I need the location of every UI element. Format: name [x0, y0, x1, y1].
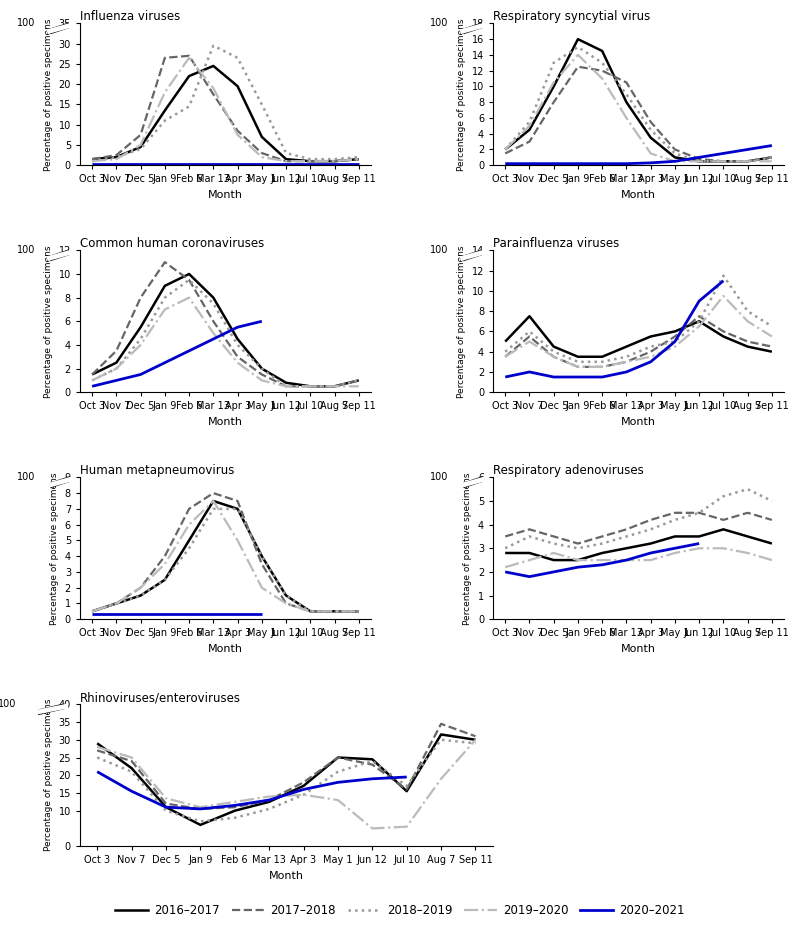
Text: 100: 100: [430, 19, 448, 28]
Text: 100: 100: [17, 245, 35, 255]
X-axis label: Month: Month: [208, 190, 243, 200]
Text: Common human coronaviruses: Common human coronaviruses: [80, 237, 264, 251]
Y-axis label: Percentage of positive specimens: Percentage of positive specimens: [457, 245, 466, 397]
Text: Parainfluenza viruses: Parainfluenza viruses: [493, 237, 619, 251]
Text: Rhinoviruses/enteroviruses: Rhinoviruses/enteroviruses: [80, 691, 241, 704]
X-axis label: Month: Month: [621, 190, 656, 200]
Text: Human metapneumovirus: Human metapneumovirus: [80, 465, 234, 478]
Text: 100: 100: [0, 699, 16, 710]
Y-axis label: Percentage of positive specimens: Percentage of positive specimens: [44, 699, 53, 852]
Y-axis label: Percentage of positive specimens: Percentage of positive specimens: [457, 18, 466, 170]
Text: Respiratory adenoviruses: Respiratory adenoviruses: [493, 465, 644, 478]
Text: Influenza viruses: Influenza viruses: [80, 10, 180, 23]
Text: 100: 100: [430, 245, 448, 255]
Text: 100: 100: [430, 472, 448, 482]
Y-axis label: Percentage of positive specimens: Percentage of positive specimens: [463, 472, 472, 625]
X-axis label: Month: Month: [208, 417, 243, 426]
Text: 100: 100: [17, 472, 35, 482]
Y-axis label: Percentage of positive specimens: Percentage of positive specimens: [44, 18, 53, 170]
Y-axis label: Percentage of positive specimens: Percentage of positive specimens: [44, 245, 53, 397]
Text: Respiratory syncytial virus: Respiratory syncytial virus: [493, 10, 650, 23]
X-axis label: Month: Month: [208, 644, 243, 654]
X-axis label: Month: Month: [269, 870, 304, 881]
Legend: 2016–2017, 2017–2018, 2018–2019, 2019–2020, 2020–2021: 2016–2017, 2017–2018, 2018–2019, 2019–20…: [110, 899, 690, 922]
X-axis label: Month: Month: [621, 644, 656, 654]
X-axis label: Month: Month: [621, 417, 656, 426]
Text: 100: 100: [17, 19, 35, 28]
Y-axis label: Percentage of positive specimens: Percentage of positive specimens: [50, 472, 59, 625]
